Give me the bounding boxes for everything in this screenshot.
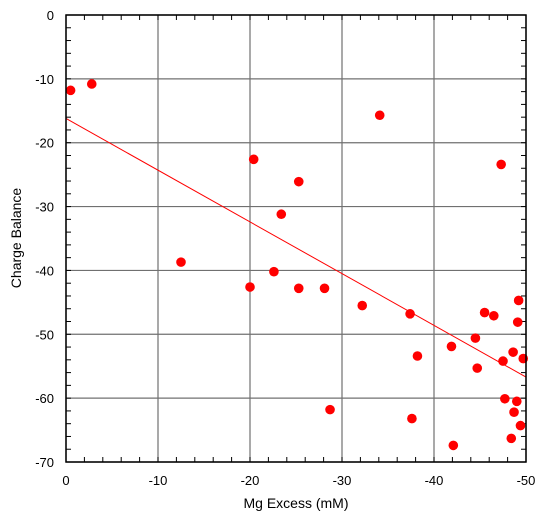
y-tick-label: -30 — [35, 200, 54, 215]
y-tick-labels: 0 -10 -20 -30 -40 -50 -60 -70 — [35, 8, 54, 470]
data-point — [276, 209, 287, 220]
data-point — [86, 79, 97, 89]
x-tick-label: -10 — [149, 473, 168, 488]
plot-area — [66, 15, 526, 462]
x-tick-label: 0 — [62, 473, 69, 488]
data-point — [407, 413, 417, 424]
plot-frame — [65, 14, 527, 463]
data-point — [472, 363, 483, 373]
data-point — [515, 420, 526, 431]
data-point — [509, 407, 519, 417]
data-point — [176, 257, 186, 267]
y-tick-label: 0 — [47, 8, 54, 23]
data-point — [512, 396, 522, 407]
data-point — [500, 393, 510, 404]
data-point — [245, 282, 255, 292]
data-point — [293, 283, 304, 294]
y-tick-label: -10 — [35, 72, 54, 87]
data-point — [412, 351, 423, 361]
y-tick-label: -70 — [35, 455, 54, 470]
data-point — [498, 356, 508, 366]
data-point — [65, 85, 76, 96]
data-point — [506, 433, 517, 444]
data-points — [65, 79, 529, 451]
data-point — [446, 341, 457, 352]
data-point — [325, 404, 335, 415]
data-point — [319, 283, 330, 294]
y-tick-label: -60 — [35, 391, 54, 406]
fit-line — [65, 118, 527, 378]
y-tick-label: -40 — [35, 263, 54, 278]
x-tick-labels: 0 -10 -20 -30 -40 -50 — [62, 473, 535, 488]
data-point — [513, 295, 524, 306]
x-tick-label: -20 — [241, 473, 260, 488]
data-point — [357, 300, 368, 311]
fit-line-group — [65, 118, 527, 378]
y-tick-label: -50 — [35, 327, 54, 342]
data-point — [479, 307, 490, 318]
data-point — [269, 266, 279, 277]
data-point — [248, 154, 259, 165]
x-axis-title: Mg Excess (mM) — [244, 495, 349, 511]
data-point — [489, 310, 499, 321]
data-point — [374, 110, 385, 121]
x-tick-label: -30 — [333, 473, 352, 488]
data-point — [405, 309, 415, 319]
data-point — [293, 176, 304, 187]
x-tick-label: -50 — [517, 473, 536, 488]
y-axis-title: Charge Balance — [8, 188, 24, 289]
data-point — [496, 159, 506, 170]
x-tick-label: -40 — [425, 473, 444, 488]
data-point — [512, 317, 523, 327]
y-tick-label: -20 — [35, 136, 54, 151]
data-point — [448, 440, 459, 451]
data-point — [470, 333, 481, 343]
data-point — [508, 347, 518, 357]
